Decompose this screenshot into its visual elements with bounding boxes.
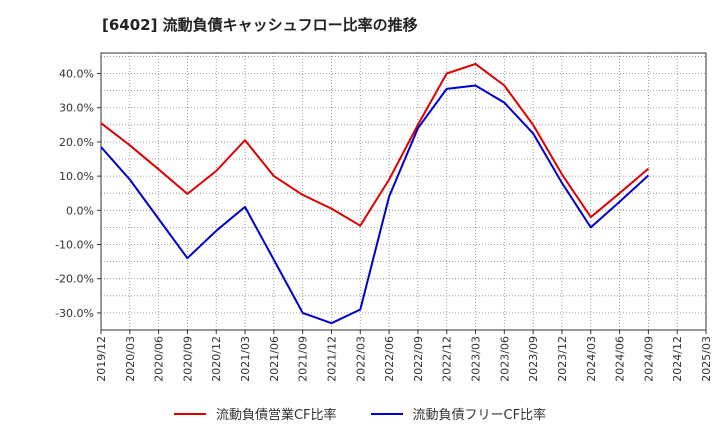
x-tick-label: 2024/09 [642, 336, 655, 382]
x-tick-label: 2020/12 [210, 336, 223, 382]
y-tick-label: 30.0% [59, 102, 94, 115]
series-line-1 [100, 84, 650, 325]
chart-legend: 流動負債営業CF比率 流動負債フリーCF比率 [0, 404, 720, 423]
x-tick-label: 2019/12 [95, 336, 108, 382]
x-tick-label: 2020/09 [181, 336, 194, 382]
x-tick-label: 2023/06 [498, 336, 511, 382]
x-tick-label: 2021/03 [239, 336, 252, 382]
x-tick-label: 2022/12 [441, 336, 454, 382]
x-tick-label: 2024/12 [671, 336, 684, 382]
x-tick-label: 2023/09 [527, 336, 540, 382]
x-tick-label: 2022/03 [354, 336, 367, 382]
chart-title: [6402] 流動負債キャッシュフロー比率の推移 [102, 16, 418, 34]
x-tick-label: 2024/03 [585, 336, 598, 382]
plot-area [101, 53, 706, 330]
x-tick-label: 2023/03 [470, 336, 483, 382]
series-line-0 [100, 62, 650, 227]
legend-swatch-free-cf [370, 412, 403, 415]
x-tick-label: 2023/12 [556, 336, 569, 382]
x-tick-label: 2025/03 [700, 336, 713, 382]
x-tick-label: 2021/06 [268, 336, 281, 382]
legend-label-operating-cf: 流動負債営業CF比率 [215, 408, 337, 423]
y-tick-label: -30.0% [55, 307, 94, 320]
y-tick-label: -10.0% [55, 239, 94, 252]
x-tick-label: 2020/03 [124, 336, 137, 382]
plot-frame [100, 52, 707, 331]
legend-label-free-cf: 流動負債フリーCF比率 [412, 408, 547, 423]
y-tick-label: -20.0% [55, 273, 94, 286]
legend-item-operating-cf: 流動負債営業CF比率 [173, 404, 337, 423]
x-tick-label: 2022/06 [383, 336, 396, 382]
legend-item-free-cf: 流動負債フリーCF比率 [370, 404, 547, 423]
x-tick-label: 2021/12 [325, 336, 338, 382]
x-tick-label: 2022/09 [412, 336, 425, 382]
y-tick-label: 40.0% [59, 68, 94, 81]
legend-swatch-operating-cf [173, 412, 206, 415]
x-tick-label: 2021/09 [297, 336, 310, 382]
y-tick-label: 20.0% [59, 136, 94, 149]
x-tick-label: 2020/06 [153, 336, 166, 382]
y-tick-label: 10.0% [59, 170, 94, 183]
x-tick-label: 2024/06 [614, 336, 627, 382]
y-tick-label: 0.0% [66, 204, 94, 217]
